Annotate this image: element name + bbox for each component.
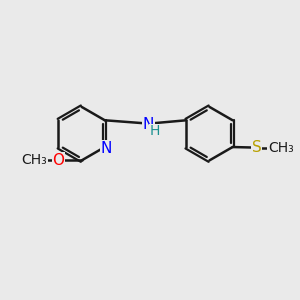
Text: O: O: [52, 153, 64, 168]
Text: S: S: [251, 140, 261, 155]
Text: H: H: [150, 124, 160, 138]
Text: N: N: [100, 141, 112, 156]
Text: CH₃: CH₃: [268, 141, 294, 154]
Text: CH₃: CH₃: [21, 153, 47, 167]
Text: N: N: [143, 117, 154, 132]
